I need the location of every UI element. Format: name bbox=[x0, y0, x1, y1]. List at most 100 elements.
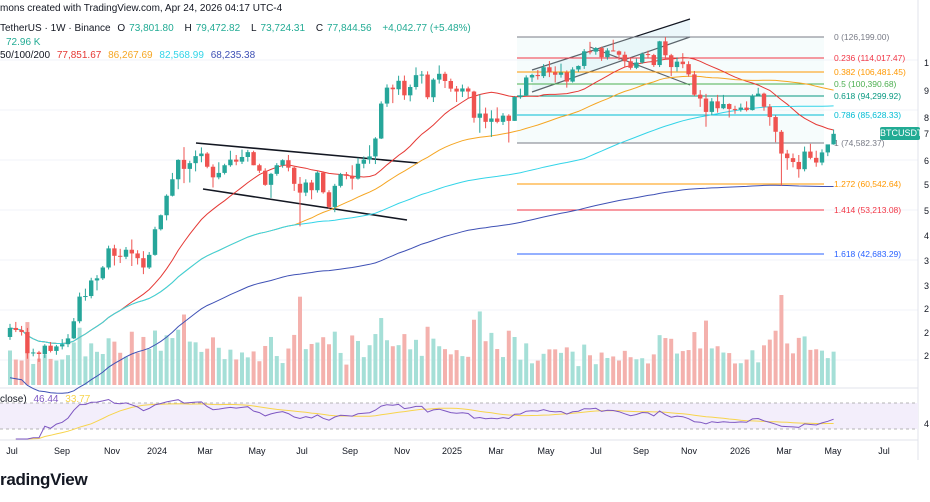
candle-body bbox=[419, 74, 424, 76]
volume-bar bbox=[831, 351, 836, 385]
volume-bar bbox=[756, 362, 761, 385]
volume-bar bbox=[158, 350, 163, 385]
ohlc-l-key: L bbox=[250, 23, 257, 34]
volume-bar bbox=[315, 342, 320, 385]
candle-body bbox=[25, 332, 30, 354]
volume-bar bbox=[733, 363, 737, 385]
candle-body bbox=[112, 248, 117, 256]
volume-bar bbox=[506, 330, 511, 385]
candle-body bbox=[454, 88, 459, 92]
candle-body bbox=[326, 192, 332, 207]
candle-body bbox=[280, 160, 285, 166]
candle-body bbox=[535, 74, 540, 77]
fib-level-label: 1.414 (53,213.08) bbox=[834, 205, 901, 215]
volume-bar bbox=[785, 343, 790, 385]
candle-body bbox=[222, 165, 227, 173]
volume-bar bbox=[414, 339, 418, 385]
volume-bar bbox=[257, 361, 262, 385]
volume-bar bbox=[791, 353, 795, 385]
candle-body bbox=[814, 157, 819, 163]
volume-bar bbox=[211, 337, 215, 385]
ma-value-1: 77,851.67 bbox=[56, 50, 102, 61]
candle-body bbox=[524, 77, 529, 96]
candle-body bbox=[164, 195, 169, 216]
volume-bar bbox=[466, 356, 471, 385]
candle-body bbox=[402, 80, 407, 96]
volume-bar bbox=[622, 350, 627, 385]
ohlc-h: H 79,472.82 bbox=[184, 23, 244, 34]
volume-bar bbox=[37, 358, 41, 385]
candle-body bbox=[529, 74, 535, 78]
candle-body bbox=[315, 172, 320, 191]
volume-bar bbox=[402, 334, 407, 385]
volume-bar bbox=[344, 364, 349, 385]
candle-body bbox=[187, 163, 192, 169]
candle-body bbox=[727, 104, 732, 109]
candle-body bbox=[628, 61, 633, 68]
lower-channel-line bbox=[202, 188, 408, 221]
rsi-label: close) bbox=[0, 394, 27, 405]
candle-body bbox=[123, 249, 129, 257]
volume-bar bbox=[686, 350, 691, 385]
candle-body bbox=[808, 151, 813, 158]
volume-bar bbox=[367, 345, 372, 385]
volume-bar bbox=[361, 357, 366, 385]
volume-bar bbox=[42, 354, 47, 385]
ohlc-h-key: H bbox=[184, 23, 192, 34]
price-axis-label: 4 bbox=[924, 419, 929, 429]
volume-bar bbox=[796, 337, 801, 385]
volume-bar bbox=[570, 351, 575, 385]
volume-bar bbox=[141, 336, 146, 385]
price-axis-label: 3 bbox=[924, 256, 929, 266]
candle-body bbox=[367, 156, 372, 160]
volume-bar bbox=[60, 359, 65, 385]
axes: Jul Sep Nov 2024 Mar May Jul Sep Nov 2025 Mar May Ju… bbox=[6, 58, 929, 456]
candle-body bbox=[60, 344, 65, 347]
volume-bar bbox=[356, 340, 360, 385]
candle-body bbox=[622, 54, 627, 62]
volume-bar bbox=[454, 350, 459, 385]
candle-body bbox=[384, 87, 390, 104]
candle-body bbox=[181, 159, 187, 169]
volume-bar bbox=[530, 363, 534, 385]
volume-bar bbox=[750, 350, 755, 385]
candle-body bbox=[703, 98, 709, 112]
volume-bar bbox=[814, 349, 819, 385]
candle-body bbox=[292, 167, 297, 184]
x-tick-label: 2024 bbox=[147, 446, 167, 456]
volume-bar bbox=[698, 348, 703, 385]
candle-body bbox=[756, 93, 761, 96]
candle-body bbox=[135, 253, 140, 259]
volume-bar bbox=[205, 348, 210, 385]
ohlc-c: C 77,844.56 bbox=[316, 23, 376, 34]
candle-body bbox=[396, 80, 401, 90]
candle-body bbox=[251, 152, 256, 166]
candle-body bbox=[599, 48, 604, 58]
price-axis-label: 8 bbox=[924, 113, 929, 123]
volume-bar bbox=[321, 337, 326, 385]
candle-body bbox=[674, 61, 680, 68]
x-tick-label: May bbox=[537, 446, 555, 456]
volume-bar bbox=[431, 338, 436, 385]
candle-body bbox=[564, 72, 569, 82]
volume-bar bbox=[419, 355, 424, 385]
volume-bar bbox=[100, 353, 105, 385]
price-axis-label: 2 bbox=[924, 328, 929, 338]
volume-bar bbox=[495, 349, 500, 385]
fib-level-label: 1.618 (42,683.29) bbox=[834, 249, 901, 259]
ma-readout: 50/100/200 77,851.67 86,267.69 82,568.99… bbox=[0, 50, 259, 61]
candle-body bbox=[779, 131, 784, 154]
volume-bar bbox=[448, 354, 453, 385]
x-tick-label: Mar bbox=[197, 446, 213, 456]
candle-body bbox=[100, 267, 105, 279]
candle-body bbox=[471, 91, 477, 118]
candle-body bbox=[129, 249, 134, 254]
volume-bar bbox=[483, 341, 488, 385]
volume-bar bbox=[611, 356, 616, 385]
price-axis-label: 2 bbox=[924, 351, 929, 361]
x-tick-label: Mar bbox=[776, 446, 792, 456]
candle-body bbox=[89, 280, 94, 297]
x-tick-label: Sep bbox=[633, 446, 649, 456]
candle-body bbox=[483, 113, 488, 122]
